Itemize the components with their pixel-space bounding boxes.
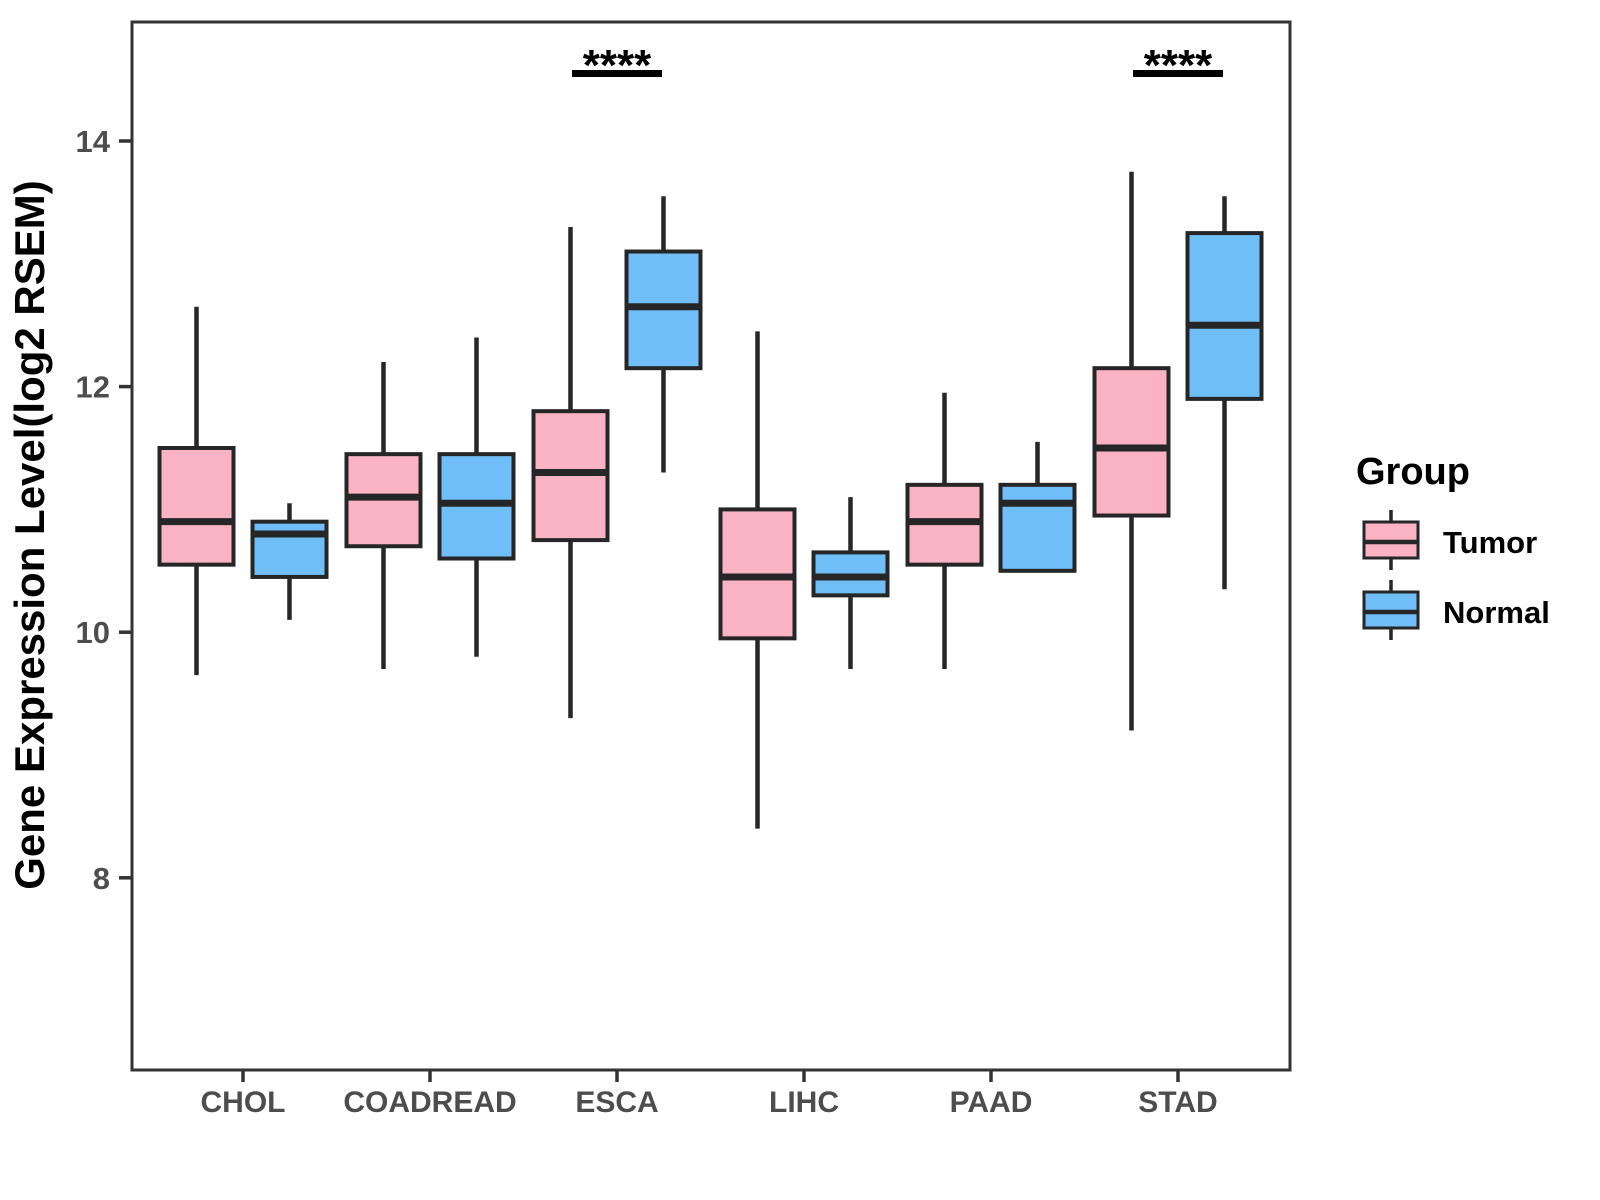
significance-stad: **** [1133, 41, 1223, 90]
box-normal-chol [250, 503, 329, 620]
legend: Group Tumor Normal [1356, 451, 1550, 640]
box-rect [1092, 366, 1171, 518]
y-tick-label: 12 [76, 370, 110, 405]
box-tumor-stad [1092, 171, 1171, 731]
legend-item-tumor: Tumor [1362, 510, 1537, 570]
significance-bar [1133, 70, 1223, 77]
x-axis-label-lihc: LIHC [769, 1086, 839, 1119]
box-tumor-paad [905, 392, 984, 670]
legend-label-tumor: Tumor [1443, 525, 1537, 560]
box-tumor-esca [531, 226, 610, 719]
significance-stars: **** [1144, 41, 1213, 90]
significance-stars: **** [583, 41, 652, 90]
panel-border [130, 20, 1292, 1072]
box-normal-paad [998, 441, 1077, 573]
box-normal-lihc [811, 497, 890, 670]
x-axis-label-stad: STAD [1138, 1086, 1217, 1119]
legend-key-tumor [1362, 510, 1420, 570]
x-axis-label-chol: CHOL [201, 1086, 286, 1119]
box-rect [250, 519, 329, 579]
y-tick-label: 14 [76, 124, 111, 159]
x-axis-label-coadread: COADREAD [343, 1086, 516, 1119]
box-rect [998, 482, 1077, 573]
x-axis-label-esca: ESCA [575, 1086, 658, 1119]
y-axis-title: Gene Expression Level(log2 RSEM) [6, 180, 53, 890]
box-rect [157, 446, 236, 567]
box-normal-coadread [437, 337, 516, 657]
legend-title: Group [1356, 451, 1470, 493]
box-rect [1185, 231, 1264, 401]
box-normal-stad [1185, 196, 1264, 590]
legend-item-normal: Normal [1362, 580, 1550, 640]
box-tumor-chol [157, 306, 236, 676]
significance-bar [572, 70, 662, 77]
box-normal-esca [624, 196, 703, 473]
y-tick-label: 8 [93, 861, 110, 896]
y-tick-label: 10 [76, 615, 110, 650]
legend-key-normal [1362, 580, 1420, 640]
significance-esca: **** [572, 41, 662, 90]
box-tumor-lihc [718, 331, 797, 829]
x-axis-label-paad: PAAD [950, 1086, 1033, 1119]
box-tumor-coadread [344, 362, 423, 670]
legend-label-normal: Normal [1443, 595, 1550, 630]
